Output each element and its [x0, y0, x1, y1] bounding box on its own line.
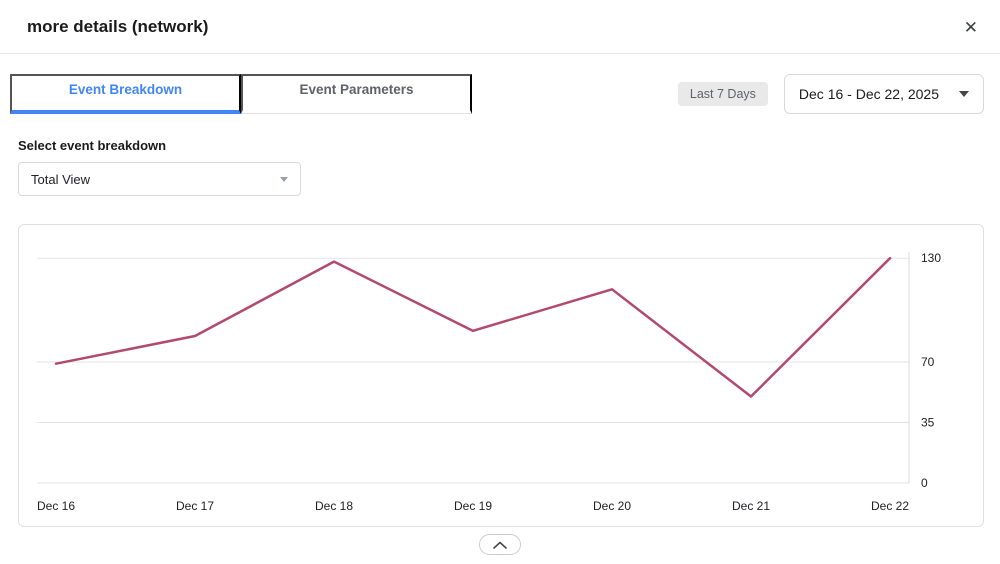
svg-text:Dec 20: Dec 20 [593, 499, 631, 513]
svg-text:70: 70 [921, 355, 935, 369]
tab-bar: Event Breakdown Event Parameters [10, 74, 472, 114]
svg-text:35: 35 [921, 415, 935, 429]
select-event-breakdown-label: Select event breakdown [18, 138, 167, 153]
date-range-value: Dec 16 - Dec 22, 2025 [798, 86, 939, 102]
svg-text:130: 130 [921, 251, 941, 265]
close-button[interactable]: ✕ [958, 15, 984, 40]
close-icon: ✕ [963, 18, 978, 37]
chevron-down-icon [959, 91, 969, 97]
date-range-select[interactable]: Dec 16 - Dec 22, 2025 [783, 74, 984, 114]
svg-text:Dec 18: Dec 18 [315, 499, 353, 513]
line-chart-svg: 0 35 70 130 Dec 16 Dec 17 Dec 18 Dec 19 Dec 20 De… [37, 251, 941, 513]
event-breakdown-select[interactable]: Total View [18, 162, 301, 196]
date-filter-group: Last 7 Days Dec 16 - Dec 22, 2025 [677, 74, 984, 114]
tab-event-breakdown[interactable]: Event Breakdown [10, 74, 241, 114]
collapse-button[interactable] [479, 534, 521, 555]
last-7-days-badge: Last 7 Days [677, 82, 768, 106]
modal-header: more details (network) ✕ [0, 0, 1000, 54]
svg-text:Dec 19: Dec 19 [454, 499, 492, 513]
svg-text:Dec 22: Dec 22 [871, 499, 909, 513]
line-chart-card: 0 35 70 130 Dec 16 Dec 17 Dec 18 Dec 19 Dec 20 De… [18, 224, 984, 527]
svg-text:Dec 17: Dec 17 [176, 499, 214, 513]
svg-text:Dec 16: Dec 16 [37, 499, 75, 513]
svg-text:0: 0 [921, 476, 928, 490]
event-breakdown-value: Total View [31, 171, 91, 187]
tab-event-parameters[interactable]: Event Parameters [241, 74, 472, 114]
chevron-up-icon [493, 541, 507, 549]
chevron-down-icon [280, 176, 288, 182]
svg-text:Dec 21: Dec 21 [732, 499, 770, 513]
controls-row: Event Breakdown Event Parameters Last 7 … [0, 74, 1000, 114]
page-title: more details (network) [27, 17, 209, 36]
